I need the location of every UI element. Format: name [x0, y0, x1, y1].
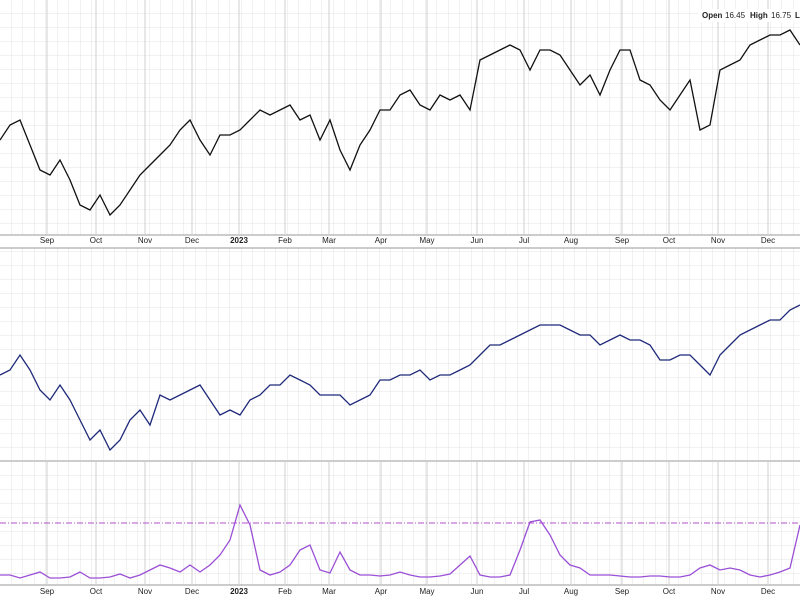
high-label: High: [750, 11, 768, 20]
x-tick-label: Mar: [322, 236, 336, 245]
x-tick-label: Nov: [711, 236, 725, 245]
x-tick-label: Nov: [138, 587, 152, 596]
x-tick-label: Aug: [564, 236, 578, 245]
x-tick-label: Jul: [519, 587, 529, 596]
x-tick-label: Sep: [615, 587, 630, 596]
x-tick-label: Jul: [519, 236, 529, 245]
x-tick-label: Oct: [90, 236, 103, 245]
x-tick-label: Jun: [471, 236, 484, 245]
price-line: [0, 304, 800, 452]
x-tick-label: Sep: [615, 236, 630, 245]
x-tick-label: 2023: [230, 236, 248, 245]
x-tick-label: Dec: [185, 236, 199, 245]
x-tick-label: May: [419, 236, 434, 245]
x-tick-label: Sep: [40, 587, 55, 596]
open-value: 16.45: [725, 11, 746, 20]
header-bg: [698, 9, 800, 22]
x-tick-label: Apr: [375, 587, 388, 596]
x-tick-label: Nov: [711, 587, 725, 596]
panel-grid: [0, 248, 800, 460]
x-tick-label: Feb: [278, 236, 292, 245]
open-label: Open: [702, 11, 723, 20]
x-tick-label: May: [419, 587, 434, 596]
x-tick-label: Dec: [185, 587, 199, 596]
x-tick-label: Aug: [564, 587, 578, 596]
x-tick-label: Nov: [138, 236, 152, 245]
x-tick-label: Oct: [90, 587, 103, 596]
x-tick-label: Feb: [278, 587, 292, 596]
panel-grid: [0, 0, 800, 235]
x-tick-label: 2023: [230, 587, 248, 596]
x-tick-label: Mar: [322, 587, 336, 596]
x-tick-label: Apr: [375, 236, 388, 245]
x-tick-label: Sep: [40, 236, 55, 245]
price-line: [0, 503, 800, 579]
x-tick-label: Oct: [663, 236, 676, 245]
x-tick-label: Jun: [471, 587, 484, 596]
x-tick-label: Dec: [761, 587, 775, 596]
price-line: [0, 29, 800, 217]
high-value: 16.75: [771, 11, 792, 20]
x-tick-label: Dec: [761, 236, 775, 245]
x-tick-label: Oct: [663, 587, 676, 596]
low-label: L: [795, 11, 800, 20]
